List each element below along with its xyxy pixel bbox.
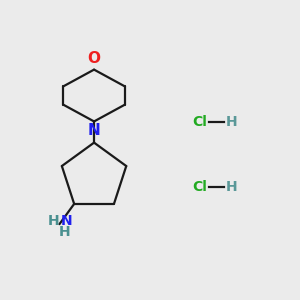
Text: H: H bbox=[48, 214, 59, 228]
Text: N: N bbox=[61, 214, 73, 228]
Text: O: O bbox=[88, 51, 100, 66]
Text: H: H bbox=[226, 115, 238, 129]
Text: Cl: Cl bbox=[193, 115, 207, 129]
Text: N: N bbox=[88, 123, 100, 138]
Text: H: H bbox=[226, 180, 238, 194]
Text: Cl: Cl bbox=[193, 180, 207, 194]
Text: H: H bbox=[59, 225, 70, 239]
